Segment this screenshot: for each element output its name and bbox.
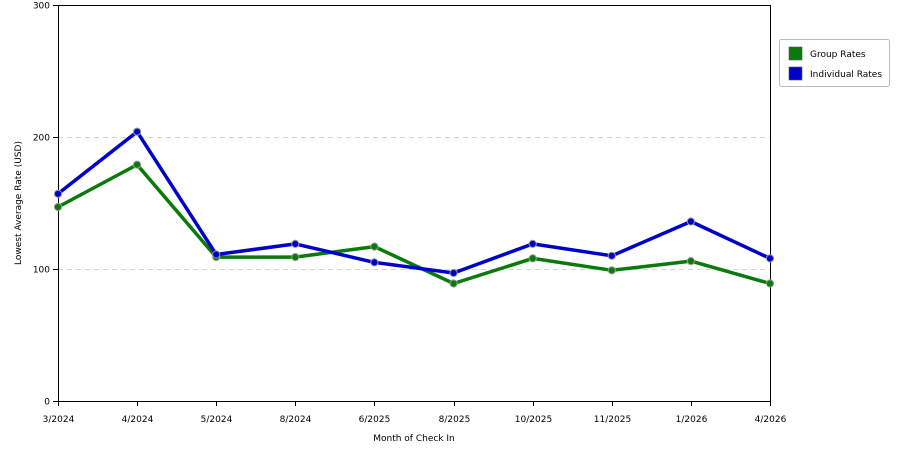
- y-tick-label-300: 300: [33, 2, 50, 12]
- y-tick-label-0: 0: [44, 398, 50, 408]
- legend-item-individual-rates: Individual Rates: [788, 66, 882, 81]
- x-tick-label-4-2026: 4/2026: [755, 415, 787, 425]
- data-point-group-rates-11-2025[interactable]: [607, 266, 616, 275]
- legend-label-group-rates: Group Rates: [810, 50, 866, 60]
- data-point-individual-rates-8-2025[interactable]: [449, 268, 458, 278]
- y-tick-label-100: 100: [33, 266, 50, 276]
- data-point-group-rates-6-2025[interactable]: [370, 242, 379, 251]
- plot-area: [58, 5, 771, 402]
- legend-swatch-group-rates: [788, 46, 803, 61]
- data-point-group-rates-4-2026[interactable]: [765, 279, 775, 288]
- legend-label-individual-rates: Individual Rates: [810, 70, 882, 80]
- x-tick-label-8-2024: 8/2024: [280, 415, 312, 425]
- data-point-group-rates-8-2025[interactable]: [449, 279, 458, 288]
- x-tick-label-5-2024: 5/2024: [201, 415, 233, 425]
- y-axis-title: Lowest Average Rate (USD): [14, 141, 24, 265]
- data-point-individual-rates-6-2025[interactable]: [370, 258, 379, 267]
- y-tick-label-200: 200: [33, 134, 50, 144]
- axis-layer: 0 100 200 300 3/2024 4/2024 5/2024 8/2024 6/2025…: [33, 2, 787, 426]
- x-tick-label-10-2025: 10/2025: [515, 415, 552, 425]
- x-tick-label-4-2024: 4/2024: [122, 415, 154, 425]
- data-point-individual-rates-5-2024[interactable]: [212, 250, 221, 259]
- series-individual-rates: [53, 127, 775, 278]
- legend-swatch-individual-rates: [788, 66, 803, 81]
- data-point-individual-rates-10-2025[interactable]: [528, 239, 537, 248]
- legend: Group Rates Individual Rates: [779, 39, 890, 87]
- data-point-individual-rates-8-2024[interactable]: [291, 239, 300, 248]
- data-point-individual-rates-1-2026[interactable]: [686, 217, 696, 226]
- x-tick-label-11-2025: 11/2025: [594, 415, 631, 425]
- data-point-group-rates-10-2025[interactable]: [528, 254, 537, 263]
- data-point-individual-rates-4-2024[interactable]: [133, 127, 142, 136]
- series-layer: [53, 127, 775, 288]
- x-axis-title: Month of Check In: [373, 434, 455, 444]
- data-point-individual-rates-11-2025[interactable]: [607, 251, 616, 260]
- legend-box: [779, 39, 890, 87]
- data-point-group-rates-8-2024[interactable]: [291, 253, 300, 262]
- data-point-group-rates-1-2026[interactable]: [686, 257, 696, 266]
- x-tick-label-1-2026: 1/2026: [676, 415, 708, 425]
- legend-item-group-rates: Group Rates: [788, 46, 866, 61]
- grid-layer: [58, 137, 770, 270]
- data-point-group-rates-3-2024[interactable]: [53, 202, 63, 212]
- x-tick-label-6-2025: 6/2025: [359, 415, 391, 425]
- series-line-group-rates: [56, 162, 772, 286]
- x-tick-label-3-2024: 3/2024: [43, 415, 75, 425]
- data-point-group-rates-4-2024[interactable]: [133, 160, 142, 169]
- series-line-individual-rates: [56, 129, 772, 275]
- data-point-individual-rates-4-2026[interactable]: [765, 254, 775, 263]
- data-point-individual-rates-3-2024[interactable]: [53, 189, 63, 198]
- x-tick-label-8-2025: 8/2025: [439, 415, 471, 425]
